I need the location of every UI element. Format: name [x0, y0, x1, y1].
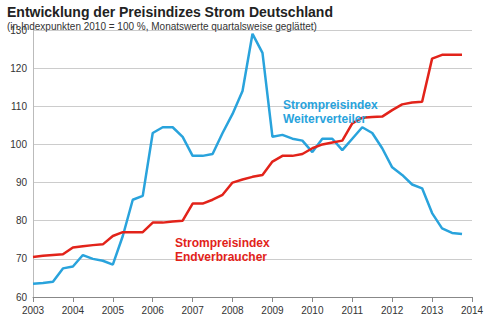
svg-text:110: 110	[11, 101, 27, 112]
svg-text:80: 80	[16, 215, 28, 226]
svg-text:2014: 2014	[461, 305, 484, 316]
svg-text:(in Indexpunkten 2010 = 100 %,: (in Indexpunkten 2010 = 100 %, Monatswer…	[7, 21, 317, 32]
svg-text:100: 100	[10, 139, 27, 150]
svg-text:2012: 2012	[381, 305, 404, 316]
svg-text:2010: 2010	[301, 305, 324, 316]
svg-text:2005: 2005	[102, 305, 125, 316]
svg-text:2007: 2007	[182, 305, 205, 316]
svg-text:Weiterverteiler: Weiterverteiler	[283, 112, 366, 126]
svg-text:Strompreisindex: Strompreisindex	[283, 98, 378, 112]
svg-text:60: 60	[16, 292, 28, 303]
svg-text:120: 120	[10, 63, 27, 74]
svg-text:2008: 2008	[221, 305, 244, 316]
svg-text:90: 90	[16, 177, 28, 188]
svg-text:Endverbraucher: Endverbraucher	[175, 250, 267, 264]
svg-text:Entwicklung der Preisindizes S: Entwicklung der Preisindizes Strom Deuts…	[7, 4, 333, 20]
svg-text:2009: 2009	[261, 305, 284, 316]
svg-text:2003: 2003	[22, 305, 45, 316]
svg-text:2013: 2013	[421, 305, 444, 316]
svg-text:2011: 2011	[342, 305, 364, 316]
svg-text:2006: 2006	[142, 305, 165, 316]
svg-text:2004: 2004	[62, 305, 85, 316]
svg-text:70: 70	[16, 253, 28, 264]
svg-text:Strompreisindex: Strompreisindex	[175, 236, 270, 250]
